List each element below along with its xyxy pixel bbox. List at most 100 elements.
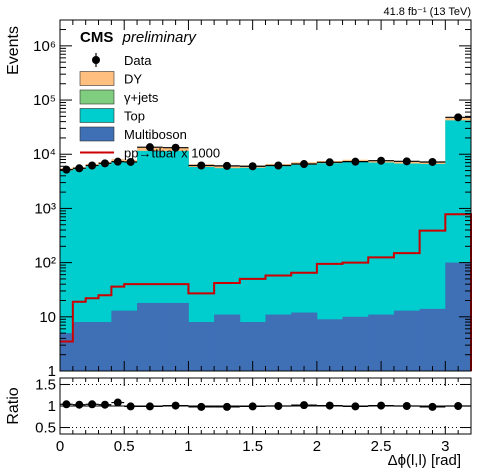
data-marker-18 xyxy=(454,113,463,122)
bar-multiboson-13 xyxy=(316,319,343,371)
data-marker-13 xyxy=(325,158,334,167)
data-marker-0 xyxy=(62,165,71,174)
legend-label-1: DY xyxy=(124,72,142,87)
x-tick-label-0: 0 xyxy=(56,438,64,455)
data-point-4 xyxy=(111,157,125,166)
y-tick-label-6: 10⁶ xyxy=(33,38,56,55)
data-point-12 xyxy=(291,160,317,169)
data-points xyxy=(60,113,471,174)
x-axis-label: Δϕ(l,l) [rad] xyxy=(388,452,461,469)
bar-multiboson-2 xyxy=(85,322,99,371)
bar-multiboson-9 xyxy=(214,314,241,371)
ratio-point-2 xyxy=(85,400,99,409)
ratio-marker-17 xyxy=(428,402,437,411)
data-marker-9 xyxy=(222,161,231,170)
data-marker-1 xyxy=(75,164,84,173)
ratio-marker-8 xyxy=(197,402,206,411)
y-tick-label-0: 1 xyxy=(48,363,56,380)
data-point-8 xyxy=(188,161,215,170)
luminosity-label: 41.8 fb⁻¹ (13 TeV) xyxy=(383,6,471,18)
bar-top-2 xyxy=(85,166,99,371)
data-marker-2 xyxy=(88,161,97,170)
ratio-point-5 xyxy=(124,402,138,411)
ratio-marker-9 xyxy=(222,402,231,411)
ratio-marker-7 xyxy=(171,401,180,410)
bar-multiboson-4 xyxy=(111,310,125,371)
bar-multiboson-5 xyxy=(124,310,138,371)
x-tick-label-1: 0.5 xyxy=(114,438,135,455)
y-tick-label-5: 10⁵ xyxy=(33,92,56,109)
ratio-marker-6 xyxy=(145,402,154,411)
ratio-marker-16 xyxy=(402,402,411,410)
data-point-15 xyxy=(368,156,394,165)
data-point-2 xyxy=(85,161,99,170)
y-tick-label-4: 10⁴ xyxy=(33,146,56,163)
data-point-16 xyxy=(393,157,420,166)
y-tick-label-2: 10² xyxy=(34,255,56,272)
bar-multiboson-3 xyxy=(98,322,112,371)
ratio-marker-12 xyxy=(300,401,309,410)
x-tick-label-5: 2.5 xyxy=(371,438,392,455)
data-point-5 xyxy=(124,157,138,166)
ratio-marker-13 xyxy=(325,401,334,410)
y-axis-label: Events xyxy=(5,26,22,75)
data-point-6 xyxy=(137,143,163,152)
stacked-histogram xyxy=(60,117,472,371)
legend-entry-3: Top xyxy=(79,108,145,124)
data-marker-3 xyxy=(100,159,109,168)
bar-multiboson-8 xyxy=(188,322,215,371)
data-point-14 xyxy=(342,157,369,166)
legend-swatch xyxy=(79,108,115,123)
legend-entry-5: pp→ttbar x 1000 xyxy=(80,146,220,161)
ratio-marker-11 xyxy=(274,402,283,410)
data-point-13 xyxy=(316,158,343,167)
data-marker-7 xyxy=(171,143,180,152)
ratio-point-17 xyxy=(419,402,446,411)
bar-multiboson-0 xyxy=(60,333,74,371)
ratio-panel: 0.511.50 0.5 1 1.5 2 2.5 3 Ratio Δϕ(l,l) [rad] xyxy=(5,376,472,469)
ratio-point-12 xyxy=(291,401,317,410)
data-marker-15 xyxy=(377,156,386,165)
data-marker-5 xyxy=(126,157,135,166)
data-point-17 xyxy=(419,157,446,166)
ratio-marker-2 xyxy=(88,400,97,409)
legend-label-0: Data xyxy=(124,53,152,68)
x-tick-label-2: 1 xyxy=(184,438,192,455)
ratio-point-6 xyxy=(137,402,163,411)
legend-swatch xyxy=(79,126,115,142)
legend-label-2: γ+jets xyxy=(124,90,159,105)
experiment-name: CMS xyxy=(80,29,113,46)
data-marker-16 xyxy=(402,157,411,166)
legend-swatch xyxy=(79,71,115,86)
bar-multiboson-6 xyxy=(137,302,164,371)
ratio-point-8 xyxy=(188,402,215,411)
ratio-points xyxy=(60,398,471,411)
data-point-9 xyxy=(214,161,240,170)
bar-multiboson-12 xyxy=(291,312,318,371)
bar-top-3 xyxy=(98,164,112,371)
ratio-point-4 xyxy=(111,398,125,407)
data-marker-4 xyxy=(113,157,122,166)
bar-multiboson-11 xyxy=(265,314,292,371)
ratio-point-13 xyxy=(316,401,343,410)
bar-top-1 xyxy=(72,169,87,371)
data-point-0 xyxy=(60,165,73,174)
legend-marker xyxy=(92,56,100,64)
ratio-point-1 xyxy=(72,400,86,409)
ratio-y-tick-label-2: 1.5 xyxy=(35,376,56,393)
data-point-11 xyxy=(265,161,292,170)
top-axes: 1 10 10² 10³ 10⁴ 10⁵ 10⁶ xyxy=(33,19,472,380)
ratio-marker-5 xyxy=(126,402,135,411)
ratio-marker-0 xyxy=(62,400,71,409)
ratio-point-15 xyxy=(368,401,394,410)
ratio-point-11 xyxy=(265,402,292,410)
data-point-3 xyxy=(98,159,112,168)
legend: Data DY γ+jets Top Multiboson pp→ttbar x 1000 xyxy=(79,53,220,161)
legend-label-3: Top xyxy=(124,109,145,124)
x-tick-label-6: 3 xyxy=(441,438,449,455)
ratio-marker-3 xyxy=(100,400,109,409)
status-label: preliminary xyxy=(122,29,198,46)
data-marker-11 xyxy=(274,161,283,170)
ratio-point-3 xyxy=(98,400,112,409)
